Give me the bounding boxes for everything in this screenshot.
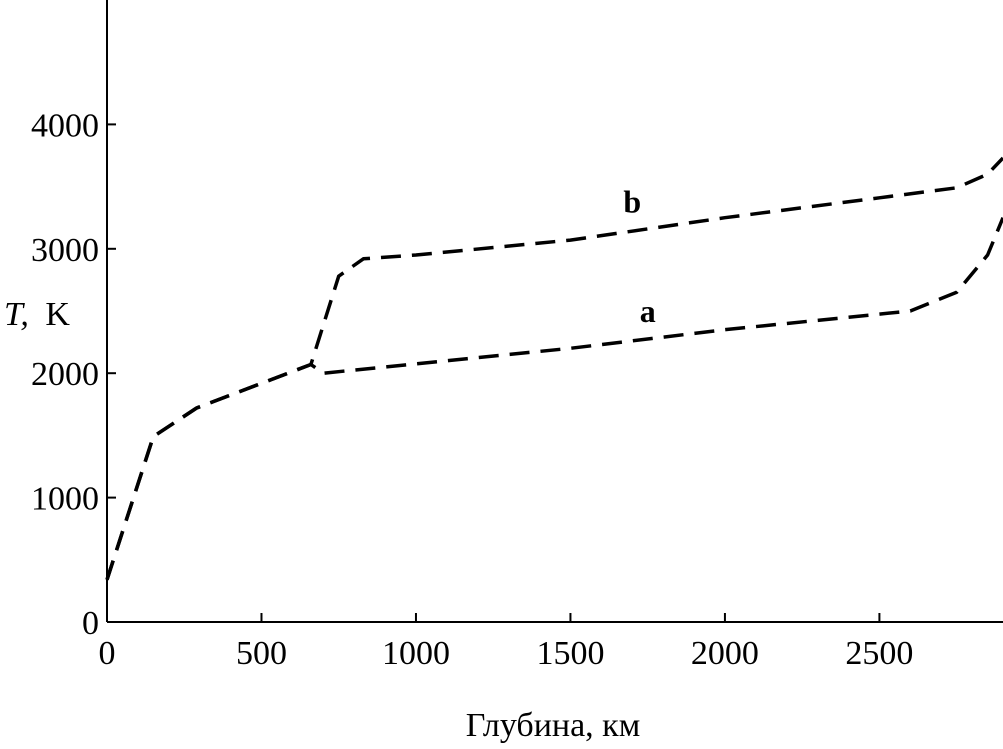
series-line-a <box>105 217 1003 581</box>
series-labels: ab <box>623 184 655 329</box>
y-tick-label: 3000 <box>31 232 99 269</box>
series-label-b: b <box>623 184 641 220</box>
y-tick-label: 4000 <box>31 107 99 144</box>
x-tick-label: 1000 <box>382 635 450 672</box>
series-line-b <box>105 156 1003 581</box>
x-tick-label: 2500 <box>845 635 913 672</box>
y-axis-title: T, K <box>4 296 70 333</box>
y-axis-title-symbol: T, <box>4 296 29 333</box>
x-tick-label: 500 <box>236 635 287 672</box>
x-tick-label: 2000 <box>691 635 759 672</box>
x-axis-title: Глубина, км <box>466 707 640 744</box>
x-tick-label: 0 <box>99 635 116 672</box>
axes <box>106 0 1003 623</box>
y-tick-label: 2000 <box>31 356 99 393</box>
y-tick-label: 0 <box>82 605 99 642</box>
y-tick-label: 1000 <box>31 481 99 518</box>
x-tick-label: 1500 <box>536 635 604 672</box>
series-label-a: a <box>640 293 656 329</box>
y-axis-title-unit: K <box>45 296 70 333</box>
ticks: 0 500 1000 1500 2000 2500 0 1000 2000 3000 4000 <box>31 107 913 672</box>
series-lines <box>105 156 1003 581</box>
